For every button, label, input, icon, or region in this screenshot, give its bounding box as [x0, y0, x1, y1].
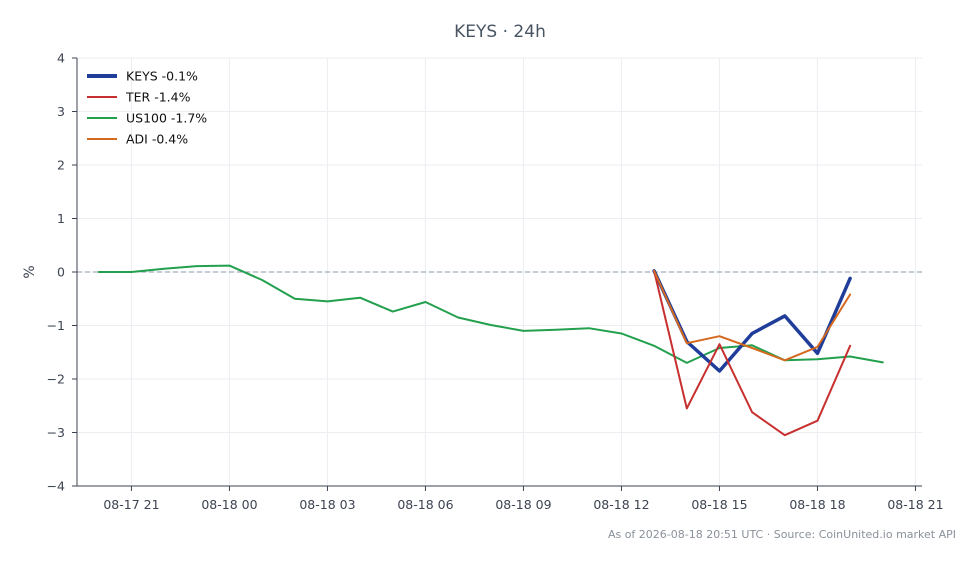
series-line-keys	[652, 269, 852, 373]
y-tick-label: 1	[57, 211, 65, 226]
y-axis-label: %	[22, 265, 38, 278]
legend-label: ADI -0.4%	[126, 132, 188, 147]
y-tick-label: 4	[57, 51, 65, 66]
y-tick-label: 2	[57, 158, 65, 173]
x-tick-label: 08-18 03	[299, 497, 355, 512]
x-tick-label: 08-18 12	[593, 497, 649, 512]
legend-label: TER -1.4%	[125, 90, 191, 105]
y-tick-label: −4	[47, 479, 65, 494]
series-lines	[97, 264, 884, 437]
x-tick-label: 08-18 00	[201, 497, 257, 512]
y-tick-label: 0	[57, 265, 65, 280]
x-tick-label: 08-18 06	[397, 497, 453, 512]
x-tick-label: 08-18 21	[887, 497, 943, 512]
x-tick-label: 08-17 21	[103, 497, 159, 512]
y-tick-label: −1	[47, 318, 65, 333]
legend-label: US100 -1.7%	[126, 111, 207, 126]
legend-label: KEYS -0.1%	[126, 69, 198, 84]
x-tick-label: 08-18 09	[495, 497, 551, 512]
x-tick-label: 08-18 18	[789, 497, 845, 512]
chart-title: KEYS · 24h	[454, 22, 546, 42]
footer-source: As of 2026-08-18 20:51 UTC · Source: Coi…	[608, 528, 956, 541]
y-tick-label: −3	[47, 425, 65, 440]
axes: 4 3 2 1 0 −1 −2 −3 −4 08-17 21 08-18 00 08-18 03 08-…	[47, 51, 944, 513]
legend: KEYS -0.1% TER -1.4% US100 -1.7% ADI -0.4%	[87, 69, 207, 147]
series-line-us100	[97, 264, 884, 364]
x-tick-label: 08-18 15	[691, 497, 747, 512]
y-tick-label: −2	[47, 372, 65, 387]
y-tick-label: 3	[57, 104, 65, 119]
series-line-adi	[653, 269, 852, 362]
series-line-ter	[653, 269, 852, 437]
